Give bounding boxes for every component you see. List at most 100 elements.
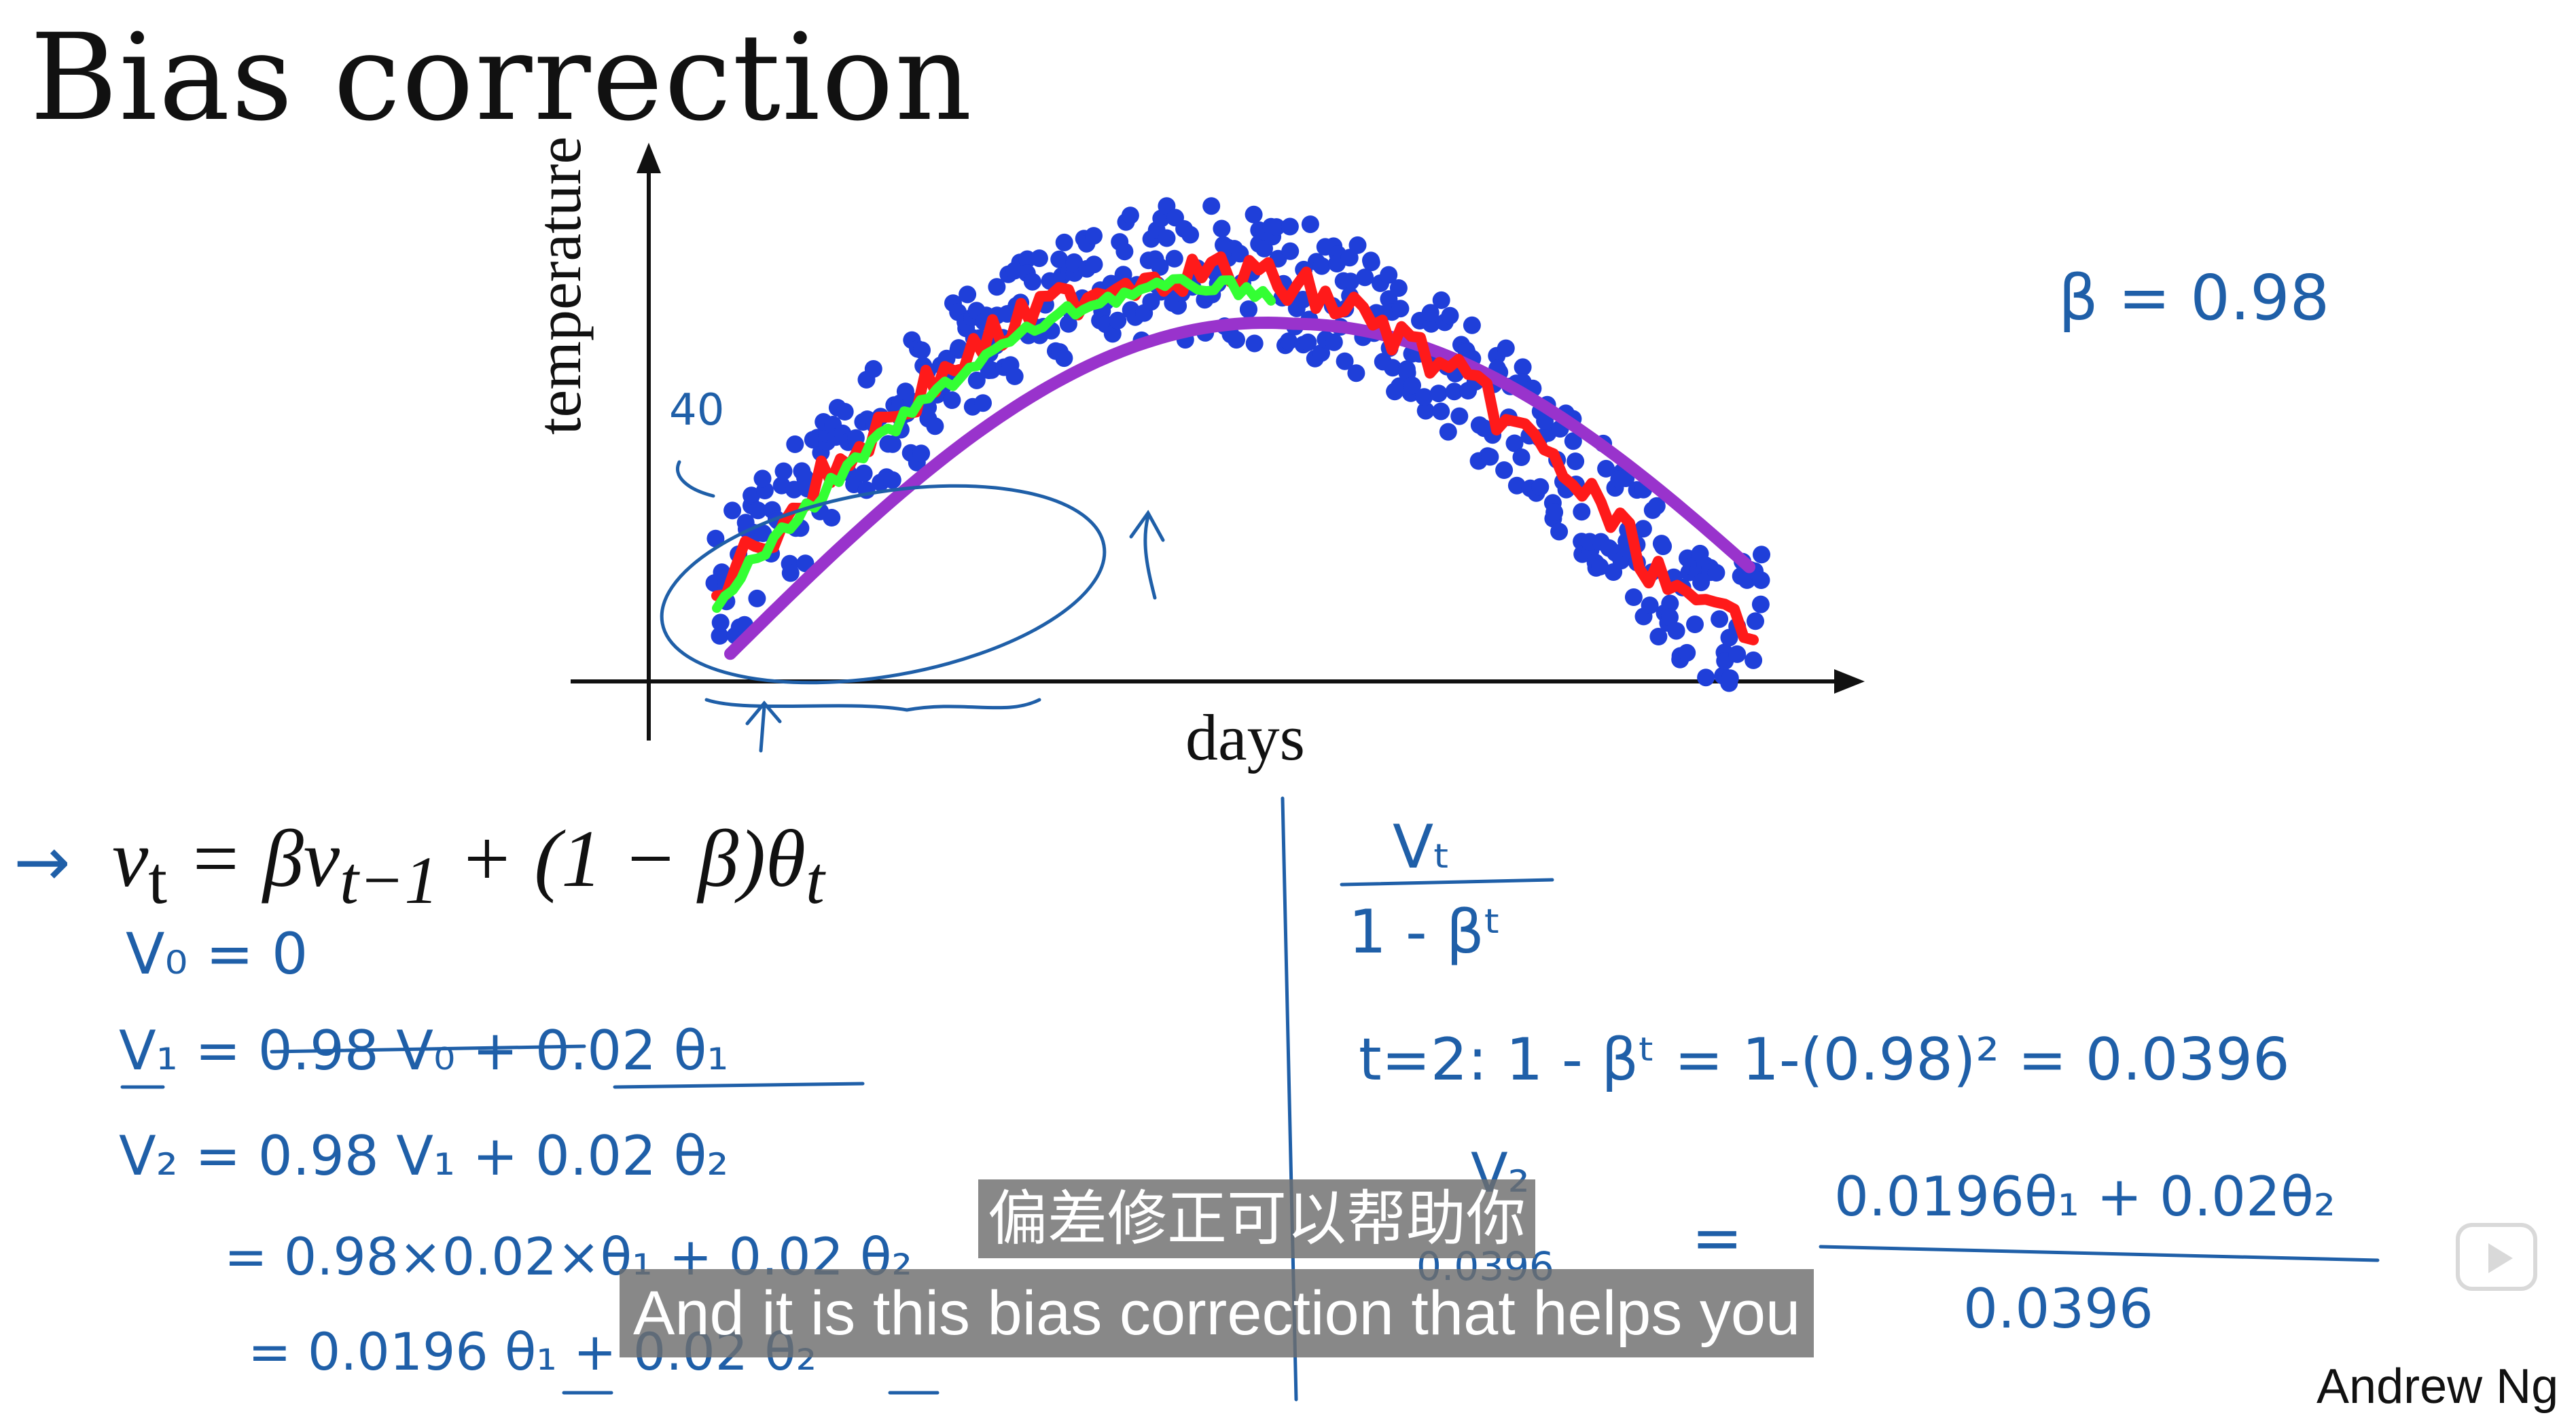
- scatter-point: [748, 589, 766, 607]
- scatter-point: [1591, 558, 1609, 575]
- scatter-point: [1545, 503, 1564, 522]
- equals-sign: =: [1692, 1203, 1743, 1274]
- scatter-point: [1721, 669, 1739, 688]
- scatter-point: [1348, 236, 1367, 254]
- scatter-point: [1085, 227, 1103, 245]
- scatter-point: [988, 278, 1006, 296]
- scatter-point: [1711, 610, 1729, 628]
- scatter-point: [723, 501, 742, 520]
- scatter-point: [706, 529, 725, 548]
- scatter-point: [781, 564, 800, 582]
- scatter-point: [1245, 334, 1264, 353]
- scatter-point: [1281, 217, 1299, 236]
- scatter-point: [1005, 367, 1024, 385]
- y-axis-arrow: [637, 143, 661, 173]
- scatter-point: [1697, 669, 1715, 687]
- scatter-point: [1115, 243, 1134, 261]
- scatter-point: [1634, 520, 1652, 538]
- scatter-point: [1450, 407, 1469, 425]
- scatter-point: [1299, 333, 1317, 351]
- scatter-point: [836, 403, 854, 421]
- scatter-point: [1342, 272, 1360, 291]
- scatter-point: [1550, 522, 1569, 541]
- scatter-point: [711, 613, 730, 632]
- scatter-point: [1441, 306, 1459, 325]
- scatter-point: [1158, 229, 1176, 247]
- fraction-numerator: Vₜ: [1393, 812, 1452, 882]
- scatter-point: [1325, 333, 1343, 351]
- scatter-point: [1567, 452, 1585, 470]
- scatter-point: [1728, 645, 1747, 663]
- scatter-point: [1707, 564, 1725, 582]
- scatter-point: [1109, 311, 1127, 330]
- scatter-point: [855, 464, 873, 482]
- x-axis-arrow: [1834, 669, 1865, 694]
- scatter-point: [1429, 385, 1448, 403]
- scatter-point: [913, 341, 931, 359]
- play-icon[interactable]: [2456, 1223, 2537, 1291]
- scatter-point: [1512, 448, 1531, 466]
- small-arrow-40: [676, 460, 715, 498]
- scatter-point: [1667, 622, 1685, 640]
- scatter-point: [1055, 349, 1073, 368]
- scatter-point: [864, 360, 882, 378]
- v0-line: V₀ = 0: [126, 921, 308, 987]
- scatter-point: [1564, 432, 1582, 450]
- scatter-point: [1023, 272, 1041, 291]
- scatter-point: [1121, 207, 1139, 225]
- scatter-point: [753, 469, 772, 488]
- equation-arrow: →: [14, 822, 71, 902]
- scatter-point: [743, 486, 761, 505]
- scatter-point: [959, 285, 977, 304]
- scatter-point: [1228, 331, 1245, 349]
- v2-line: V₂ = 0.98 V₁ + 0.02 θ₂: [119, 1124, 729, 1188]
- scatter-point: [1531, 478, 1550, 496]
- scatter-point: [1336, 352, 1354, 370]
- scatter-point: [912, 444, 931, 463]
- ema-green-line: [712, 274, 1276, 613]
- scatter-point: [1505, 434, 1524, 452]
- fraction-bar-2: [1819, 1245, 2380, 1262]
- scatter-point: [1647, 497, 1666, 515]
- scatter-point: [754, 524, 772, 542]
- scatter-point: [1751, 595, 1770, 613]
- scatter-point: [1624, 588, 1643, 606]
- t2-computation: t=2: 1 - βᵗ = 1-(0.98)² = 0.0396: [1359, 1026, 2290, 1094]
- scatter-point: [823, 509, 841, 527]
- scatter-point: [1686, 616, 1704, 633]
- scatter-point: [883, 471, 901, 489]
- scatter-point: [1245, 205, 1263, 224]
- scatter-point: [1391, 300, 1410, 318]
- scatter-point: [1507, 476, 1526, 495]
- subtitle-chinese: 偏差修正可以帮助你: [978, 1179, 1536, 1258]
- scatter-point: [1745, 651, 1763, 669]
- scatter-point: [1432, 291, 1450, 309]
- scatter-point: [1678, 643, 1696, 662]
- chart-annotations: [660, 460, 1165, 753]
- scatter-point: [1301, 215, 1319, 234]
- up-arrow-annotation: [1129, 510, 1165, 600]
- scatter-point: [1030, 249, 1048, 268]
- fraction-denominator: 1 - βᵗ: [1348, 897, 1502, 967]
- scatter-point: [1380, 266, 1398, 284]
- underline-term: [613, 1082, 865, 1089]
- scatter-point: [1202, 197, 1221, 215]
- scatter-point: [1481, 448, 1499, 466]
- scatter-point: [1347, 364, 1365, 382]
- scatter-point: [1753, 546, 1770, 564]
- ema-equation: vt = βvt−1 + (1 − β)θt: [112, 813, 825, 918]
- scatter-point: [1312, 344, 1330, 362]
- scatter-point: [1421, 304, 1439, 322]
- scatter-point: [1103, 325, 1122, 343]
- scatter-point: [1661, 594, 1679, 613]
- scatter-point: [950, 339, 968, 357]
- x-axis-label: days: [1185, 701, 1305, 774]
- scatter-point: [1389, 279, 1408, 297]
- label-40: 40: [669, 385, 724, 435]
- slide-title: Bias correction: [30, 8, 973, 147]
- scatter-point: [1661, 608, 1679, 626]
- scatter-point: [1649, 628, 1668, 645]
- scatter-point: [749, 501, 767, 520]
